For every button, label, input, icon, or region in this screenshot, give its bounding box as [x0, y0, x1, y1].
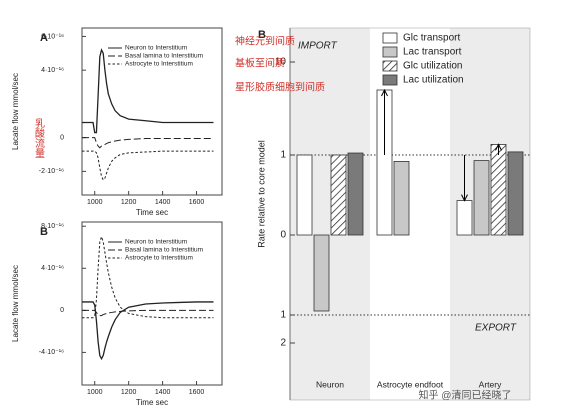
- x-tick-label: Artery: [479, 379, 502, 389]
- y-tick-label: 10: [275, 57, 287, 68]
- x-tick-label: 1400: [155, 389, 171, 396]
- annotation: 基板至间质: [235, 57, 285, 70]
- y-tick-label: 1: [280, 150, 286, 161]
- annotation: 神经元到间质: [235, 35, 295, 48]
- y-axis-label: Rate relative to core model: [256, 140, 266, 248]
- y-tick-label: 6·10⁻¹⁶: [41, 33, 64, 40]
- annotation: 星形胶质细胞到间质: [235, 81, 325, 94]
- bar: [473, 160, 490, 236]
- bar: [313, 234, 330, 312]
- legend-label: Neuron to Interstitium: [125, 45, 187, 52]
- panel-label: B: [40, 226, 48, 238]
- y-tick-label: 4·10⁻¹⁶: [41, 265, 64, 272]
- legend-label: Glc utilization: [403, 61, 462, 72]
- series-line: [82, 48, 214, 134]
- x-tick-label: 1600: [189, 199, 205, 206]
- watermark: 知乎 @清同已经晓了: [419, 389, 512, 402]
- bar: [330, 154, 347, 236]
- y-tick-label: 0: [280, 230, 286, 241]
- x-axis-label: Time sec: [136, 208, 168, 217]
- y-tick-label: 8·10⁻¹⁶: [41, 223, 64, 230]
- plot-frame: [81, 27, 223, 196]
- series-line: [82, 150, 214, 181]
- y-tick-label: 2: [280, 338, 286, 349]
- annotation: IMPORT: [298, 41, 338, 52]
- plot-frame: [81, 221, 223, 386]
- y-tick-label: -2·10⁻¹⁶: [39, 168, 64, 175]
- panel-label: B: [258, 29, 266, 41]
- arrow: [381, 88, 388, 156]
- arrow: [461, 155, 468, 202]
- x-tick-label: 1200: [121, 199, 137, 206]
- legend-label: Glc transport: [403, 33, 460, 44]
- y-tick-label: 1: [280, 310, 286, 321]
- panel-label: A: [40, 32, 48, 44]
- legend-label: Lac utilization: [403, 75, 464, 86]
- y-axis-label: Lacate flow mmol/sec: [11, 265, 20, 342]
- series-line: [82, 137, 214, 149]
- plot-frame: [289, 27, 531, 401]
- x-tick-label: 1200: [121, 389, 137, 396]
- bar: [296, 154, 313, 236]
- x-tick-label: Astrocyte endfoot: [377, 379, 444, 389]
- legend-swatch: [382, 46, 398, 58]
- x-tick-label: 1000: [87, 389, 103, 396]
- x-tick-label: 1600: [189, 389, 205, 396]
- legend-label: Neuron to Interstitium: [125, 239, 187, 246]
- legend-swatch: [382, 60, 398, 72]
- bar: [456, 200, 473, 236]
- arrow: [495, 143, 502, 156]
- bar: [347, 152, 364, 236]
- x-axis-label: Time sec: [136, 398, 168, 407]
- legend-label: Astrocyte to Interstitium: [125, 61, 193, 68]
- legend-label: Astrocyte to Interstitium: [125, 255, 193, 262]
- legend-label: Lac transport: [403, 47, 462, 58]
- y-tick-label: 0: [60, 307, 64, 314]
- x-tick-label: 1000: [87, 199, 103, 206]
- legend-label: Basal lamina to Interstitium: [125, 247, 203, 254]
- x-tick-label: Neuron: [316, 379, 344, 389]
- annotation: 乳酸流量: [33, 117, 45, 158]
- legend-swatch: [382, 32, 398, 44]
- y-tick-label: 0: [60, 134, 64, 141]
- bar: [393, 161, 410, 236]
- annotation: EXPORT: [475, 323, 517, 334]
- bar: [507, 151, 524, 236]
- legend-swatch: [382, 74, 398, 86]
- y-tick-label: -4·10⁻¹⁶: [39, 349, 64, 356]
- series-line: [82, 235, 214, 319]
- x-tick-label: 1400: [155, 199, 171, 206]
- y-tick-label: 4·10⁻¹⁶: [41, 67, 64, 74]
- bar: [490, 144, 507, 236]
- series-line: [82, 309, 214, 317]
- legend-label: Basal lamina to Interstitium: [125, 53, 203, 60]
- y-axis-label: Lacate flow mmol/sec: [11, 73, 20, 150]
